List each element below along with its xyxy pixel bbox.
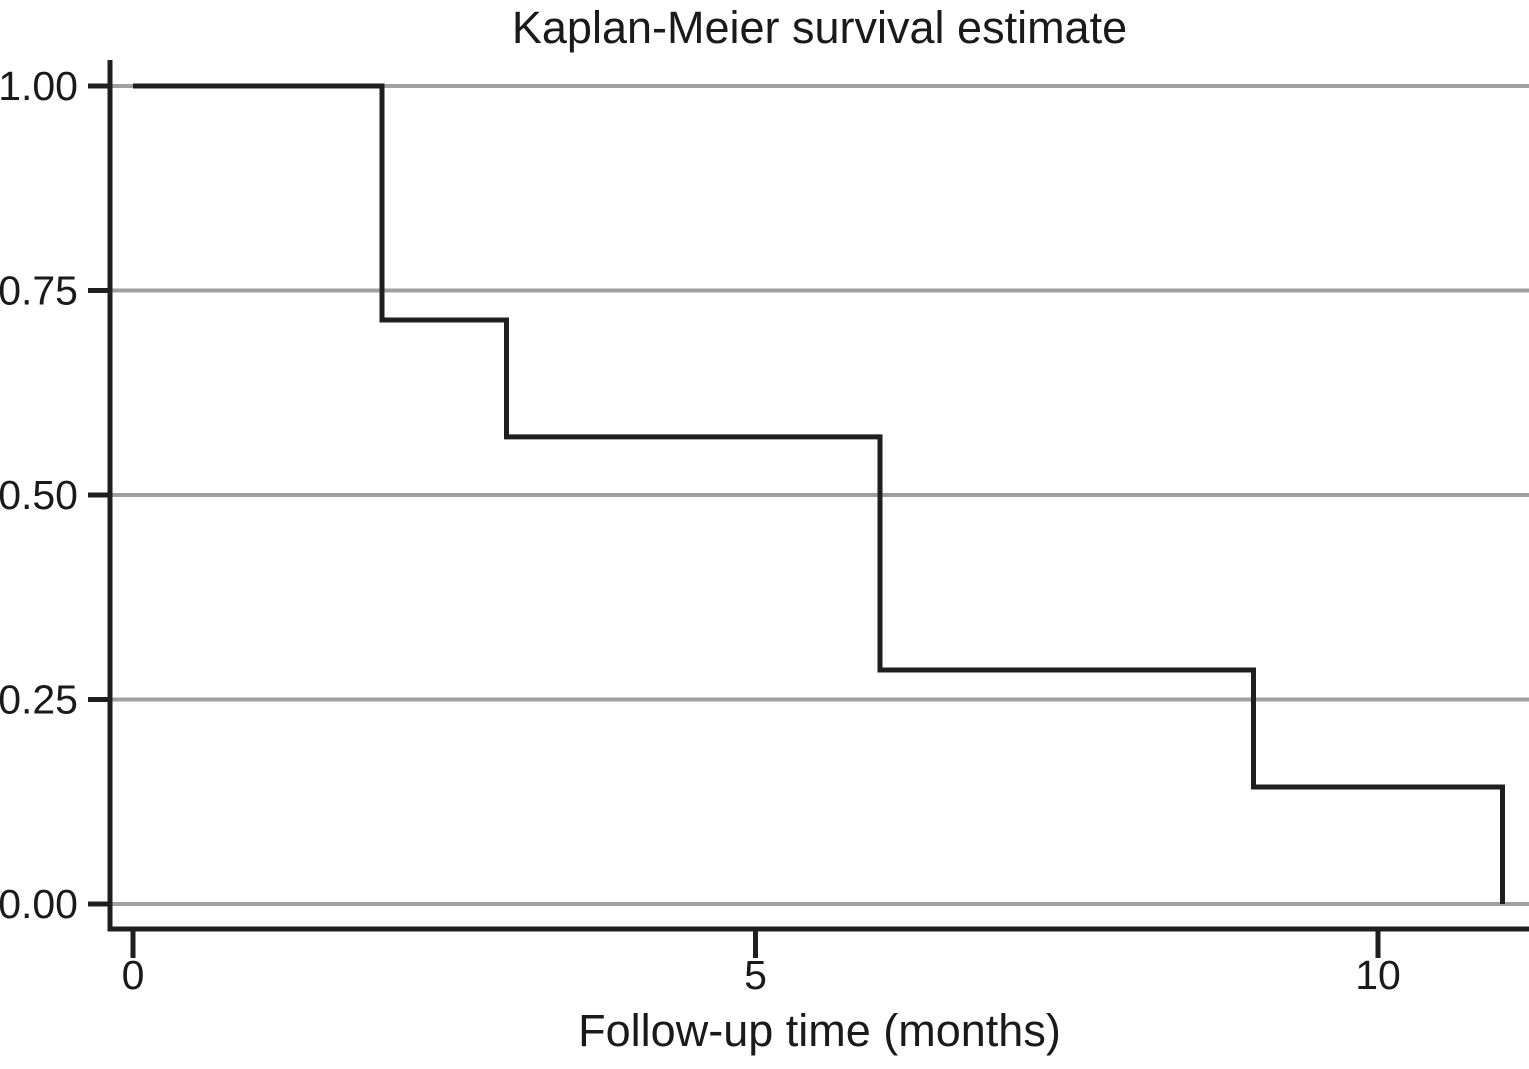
x-axis-label: Follow-up time (months) <box>578 1005 1061 1056</box>
y-tick-label: 0.25 <box>0 677 78 723</box>
y-tick-label: 0.00 <box>0 881 78 927</box>
x-tick-label: 10 <box>1355 952 1401 998</box>
y-tick-label: 0.75 <box>0 268 78 314</box>
y-tick-label: 0.50 <box>0 472 78 518</box>
x-tick-label: 5 <box>744 952 767 998</box>
y-tick-label: 1.00 <box>0 63 78 109</box>
x-tick-label: 0 <box>122 952 145 998</box>
survival-curve <box>133 83 1505 904</box>
chart-title: Kaplan-Meier survival estimate <box>511 2 1128 53</box>
